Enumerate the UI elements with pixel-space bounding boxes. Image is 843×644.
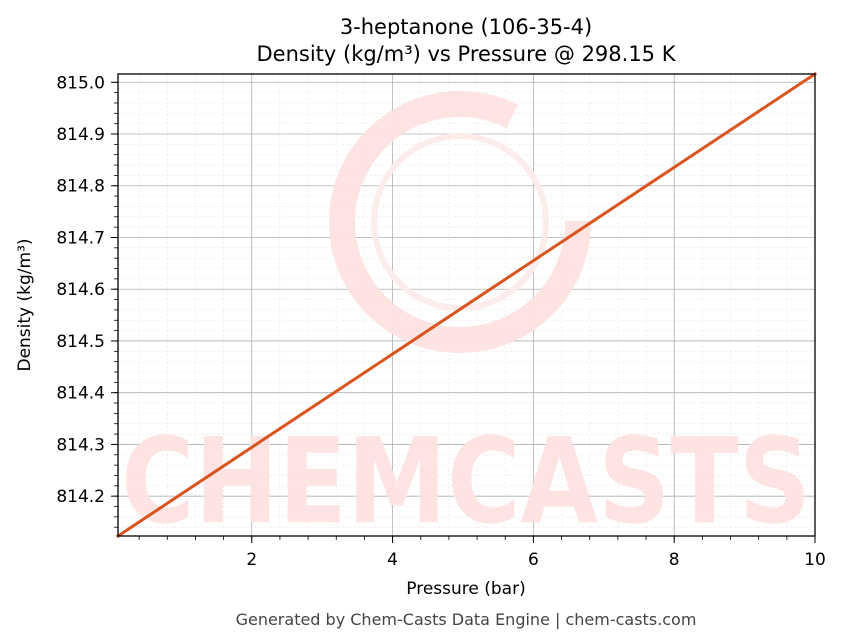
y-tick-label: 814.4	[56, 384, 105, 404]
watermark-text: CHEMCASTS	[121, 412, 811, 550]
plot-frame	[117, 73, 816, 537]
ticks-layer: 2 4 6 8 10 814.2 814.3 814.4 814.5 814.6 814.7 814.…	[56, 73, 825, 570]
x-tick-label: 4	[387, 550, 398, 570]
y-tick-label: 814.3	[56, 435, 105, 455]
chart-subtitle: Density (kg/m³) vs Pressure @ 298.15 K	[256, 42, 676, 66]
density-series-line	[115, 71, 818, 539]
x-tick-label: 8	[669, 550, 680, 570]
y-tick-label: 814.8	[56, 177, 105, 197]
plot-area: CHEMCASTS 2 4 6 8 10 814.2 814.3 814.4 814.5 814.…	[56, 71, 826, 570]
x-tick-label: 6	[528, 550, 539, 570]
footer-credit: Generated by Chem-Casts Data Engine | ch…	[236, 610, 697, 629]
y-axis-label: Density (kg/m³)	[15, 238, 35, 371]
watermark-logo-ring	[329, 91, 591, 353]
y-tick-label: 814.5	[56, 332, 105, 352]
series-layer	[115, 71, 818, 539]
x-tick-label: 10	[804, 550, 826, 570]
chart-title: 3-heptanone (106-35-4)	[340, 15, 592, 39]
y-tick-label: 814.2	[56, 487, 105, 507]
y-tick-label: 814.6	[56, 280, 105, 300]
x-axis-label: Pressure (bar)	[406, 579, 525, 599]
y-tick-label: 814.9	[56, 125, 105, 145]
y-tick-label: 814.7	[56, 228, 105, 248]
y-tick-label: 815.0	[56, 73, 105, 93]
watermark: CHEMCASTS	[121, 91, 811, 550]
x-tick-label: 2	[246, 550, 257, 570]
